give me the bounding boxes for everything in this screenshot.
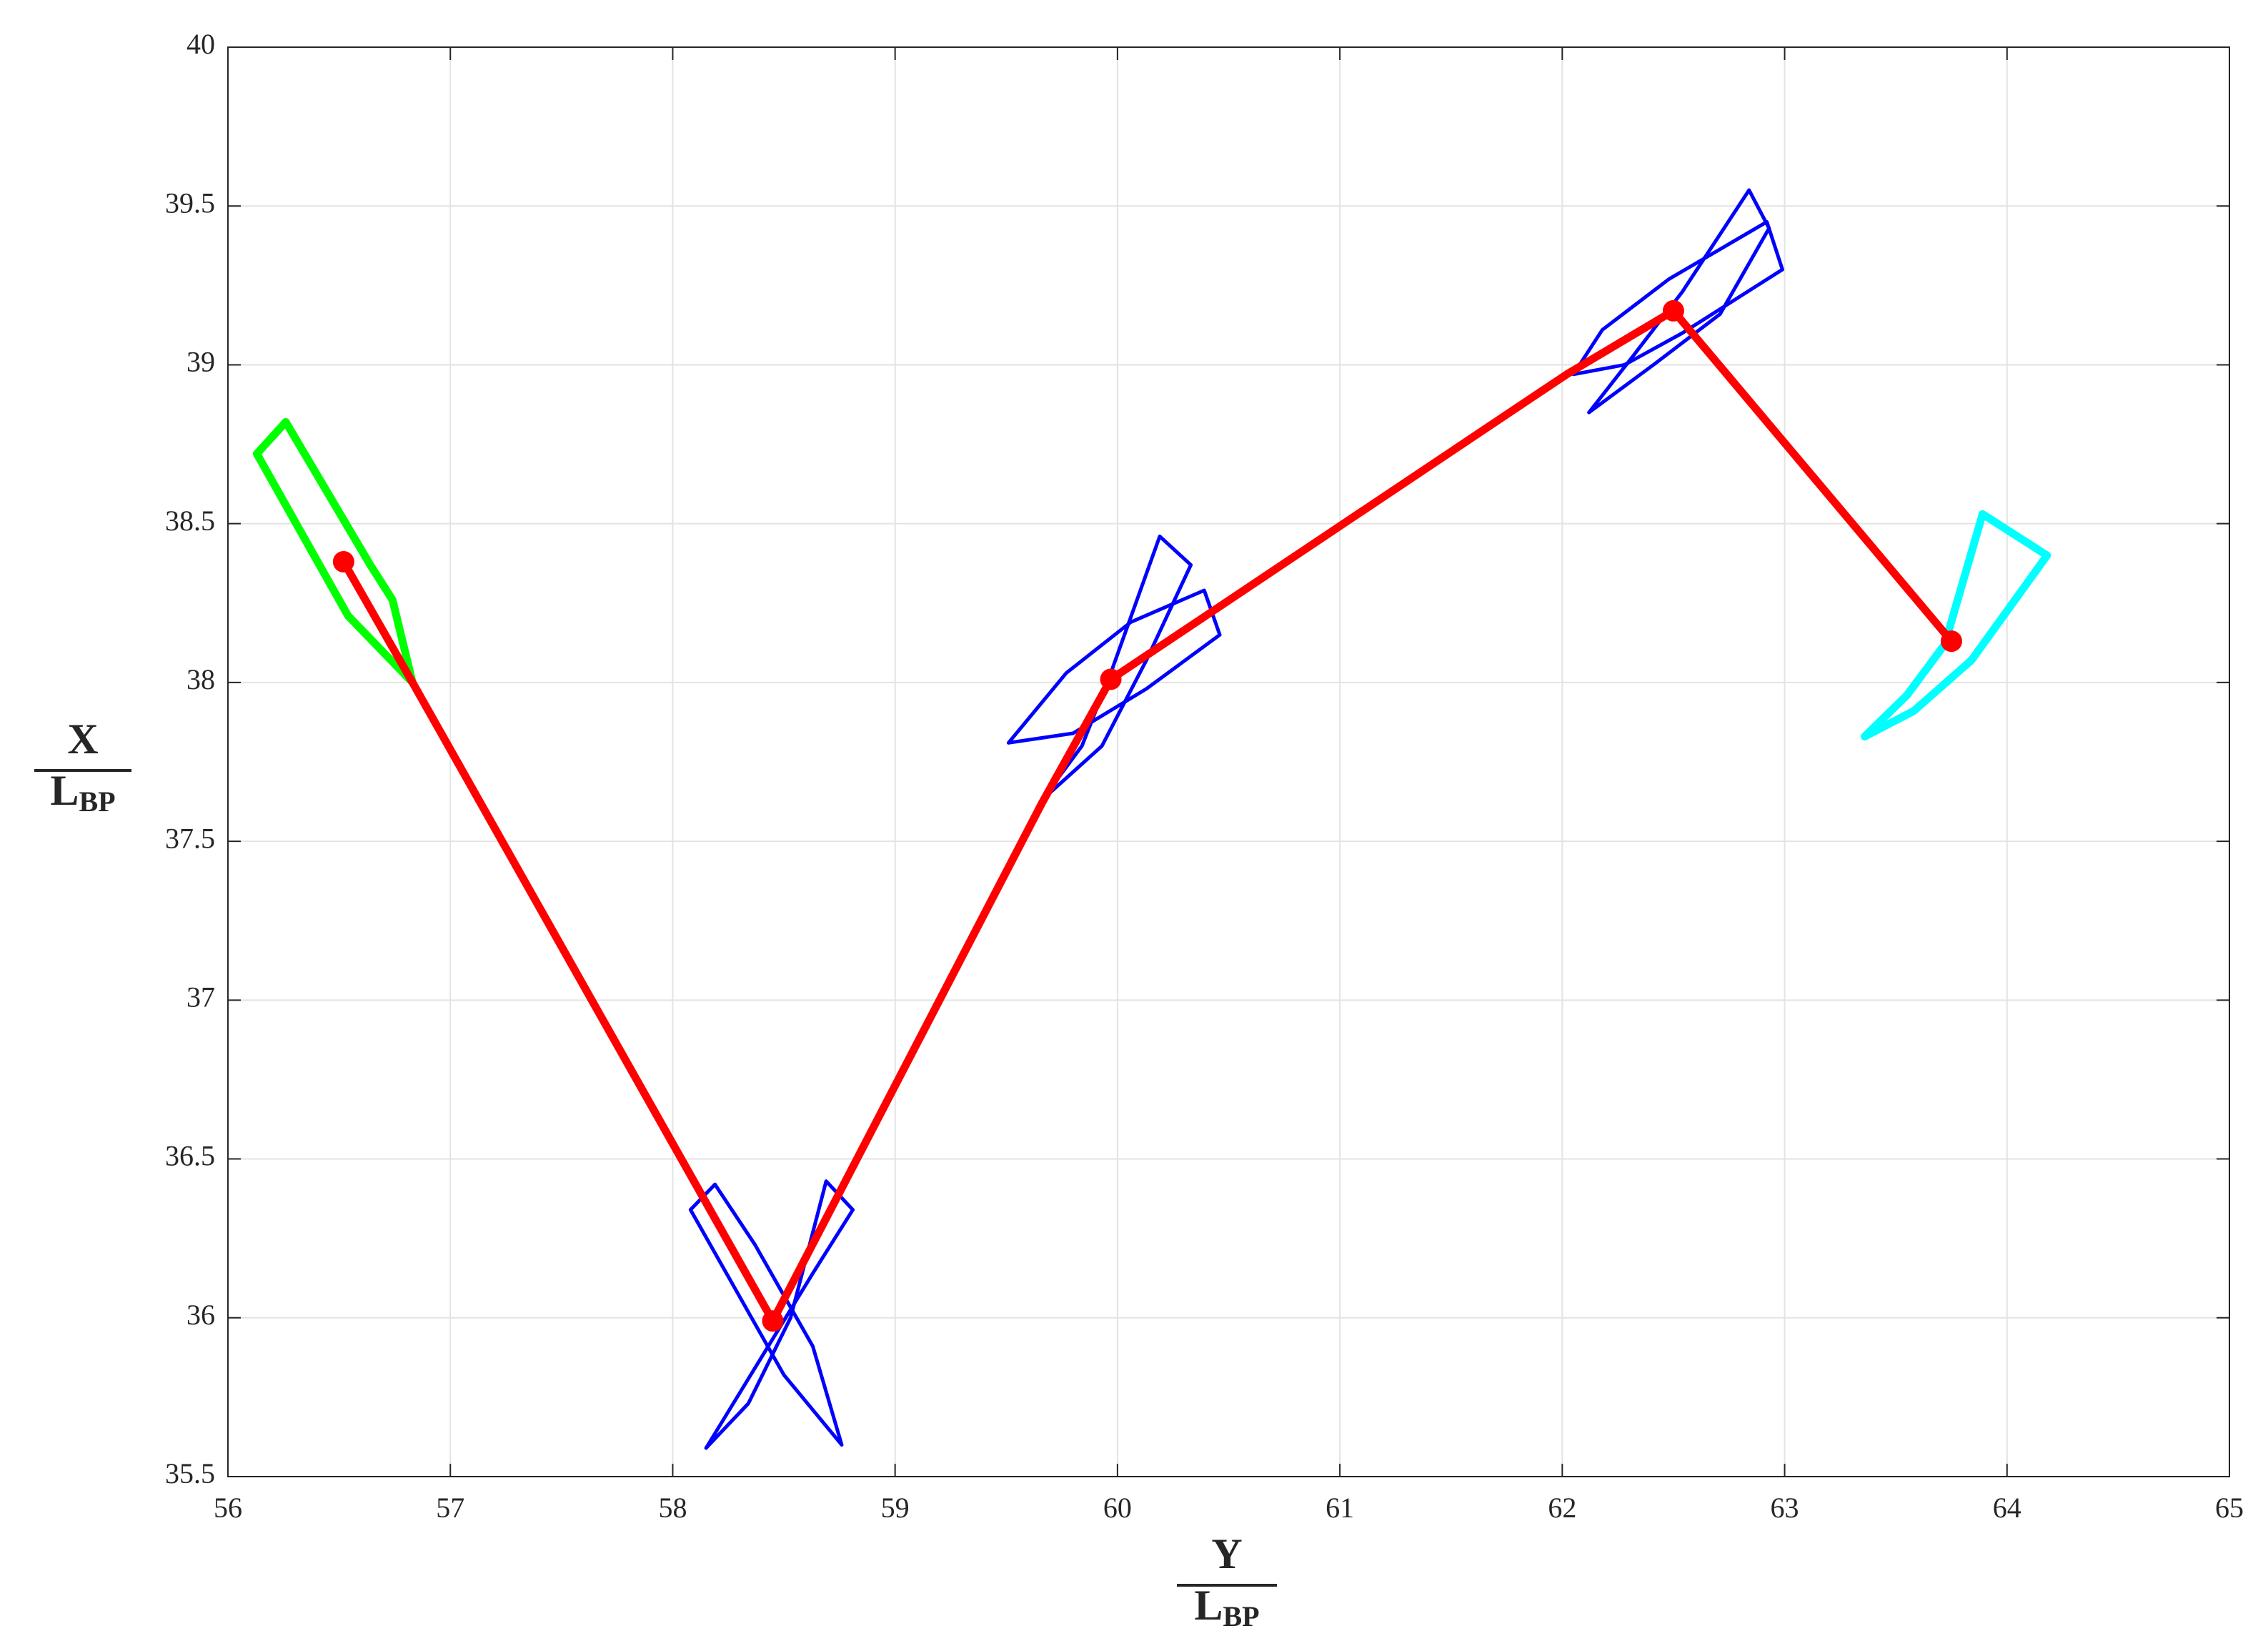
y-tick-label: 39.5 [165,187,215,219]
y-tick-label: 36.5 [165,1140,215,1172]
y-tick-label: 37 [186,981,215,1013]
x-tick-label: 56 [214,1492,242,1524]
y-label-subscript: BP [79,785,115,818]
x-tick-label: 61 [1326,1492,1354,1524]
marker [1940,630,1962,653]
x-label-numerator: Y [1211,1530,1242,1577]
ship-hull [1571,219,1784,377]
ship-hull [688,1182,844,1447]
y-tick-label: 35.5 [165,1457,215,1489]
ship-hull [704,1179,855,1450]
x-tick-label: 64 [1993,1492,2021,1524]
x-tick-label: 65 [2215,1492,2244,1524]
y-axis-label: X LBP [34,715,131,818]
x-label-denominator: LBP [1194,1582,1259,1632]
y-label-denominator-main: L [50,767,79,814]
x-tick-label: 58 [658,1492,687,1524]
track-line [340,307,1955,1325]
y-tick-label: 36 [186,1299,215,1331]
y-tick-label: 38.5 [165,505,215,537]
y-tick-label: 39 [186,346,215,378]
y-tick-label: 38 [186,663,215,695]
x-label-denominator-main: L [1194,1582,1223,1629]
x-tick-label: 57 [436,1492,464,1524]
marker [332,551,354,572]
x-tick-label: 62 [1548,1492,1576,1524]
x-label-subscript: BP [1223,1600,1259,1632]
y-tick-label: 40 [186,28,215,60]
marker [1662,299,1684,322]
marker [1100,668,1122,690]
ship-hull [252,417,417,687]
plot-frame [227,46,2230,1477]
marker [762,1310,784,1332]
x-axis-label: Y LBP [1177,1530,1277,1632]
y-tick-label: 37.5 [165,822,215,854]
x-tick-label: 59 [881,1492,910,1524]
x-tick-label: 63 [1771,1492,1799,1524]
ship-hull [1861,510,2051,740]
y-label-numerator: X [67,715,98,763]
ship-hull [1040,534,1193,802]
x-tick-label: 60 [1103,1492,1132,1524]
y-label-denominator: LBP [50,767,115,818]
ship-hull [1587,188,1771,415]
